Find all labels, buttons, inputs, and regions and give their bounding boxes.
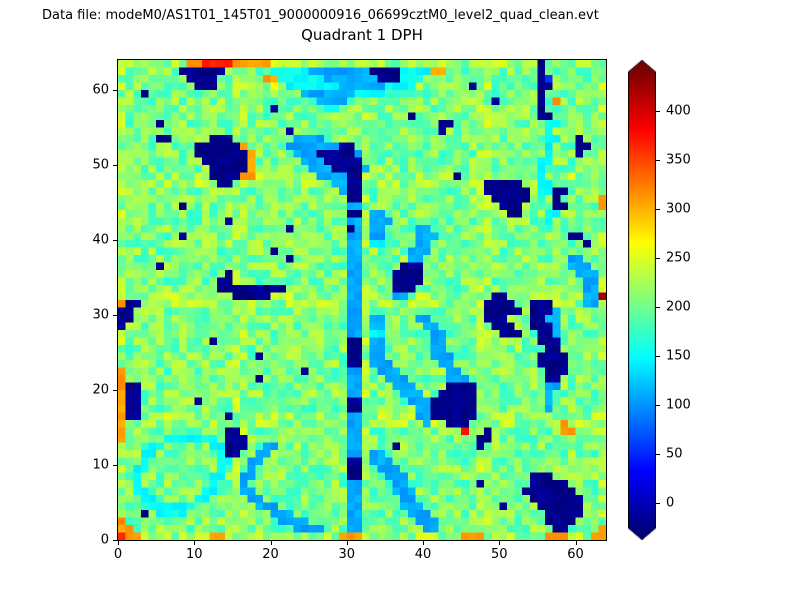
x-tick-mark (423, 541, 424, 545)
heatmap-canvas (117, 59, 607, 541)
y-tick-label: 50 (92, 157, 109, 173)
colorbar-tick-label: 50 (666, 446, 683, 462)
x-tick-mark (270, 541, 272, 545)
colorbar-tick-label: 300 (666, 201, 691, 217)
x-tick-label: 0 (113, 547, 123, 562)
y-tick-label: 60 (92, 82, 109, 98)
colorbar-tick-mark (656, 258, 660, 260)
x-tick-label: 10 (185, 547, 203, 562)
x-tick-mark (575, 541, 577, 545)
colorbar-tick-mark (656, 111, 660, 113)
colorbar-tick-mark (656, 160, 660, 162)
x-tick-mark (499, 541, 501, 545)
colorbar-tick-mark (656, 405, 660, 407)
y-tick-mark (113, 90, 117, 91)
y-tick-mark (113, 165, 117, 166)
x-tick-mark (194, 541, 196, 545)
x-tick-label: 20 (262, 547, 279, 562)
colorbar-tick-label: 100 (666, 397, 691, 413)
chart-title: Quadrant 1 DPH (301, 26, 423, 44)
x-tick-mark (346, 541, 348, 545)
data-file-label: Data file: modeM0/AS1T01_145T01_90000009… (42, 8, 599, 23)
x-tick-label: 30 (338, 547, 356, 562)
x-tick-label: 40 (414, 547, 432, 562)
colorbar-tick-mark (656, 209, 660, 211)
colorbar-tick-mark (656, 307, 660, 309)
y-tick-mark (113, 240, 117, 241)
colorbar-tick-mark (656, 503, 660, 505)
y-tick-label: 30 (92, 307, 109, 323)
colorbar-tick-label: 250 (666, 250, 691, 266)
y-tick-label: 20 (92, 382, 109, 398)
y-tick-label: 40 (92, 232, 109, 248)
x-tick-label: 60 (567, 547, 584, 562)
colorbar-tick-mark (656, 454, 660, 456)
y-tick-mark (113, 390, 117, 391)
y-tick-label: 0 (100, 532, 109, 548)
colorbar-tick-label: 0 (666, 495, 675, 511)
colorbar-tick-mark (656, 356, 660, 358)
y-tick-mark (113, 465, 117, 466)
x-tick-mark (118, 541, 119, 545)
colorbar-tick-label: 150 (666, 348, 691, 364)
colorbar-tick-label: 200 (666, 299, 691, 315)
x-tick-label: 50 (490, 547, 508, 562)
colorbar (628, 60, 656, 540)
y-tick-mark (113, 540, 117, 541)
colorbar-tick-label: 400 (666, 103, 691, 119)
y-tick-mark (113, 315, 117, 316)
colorbar-tick-label: 350 (666, 152, 691, 168)
y-tick-label: 10 (92, 457, 109, 473)
